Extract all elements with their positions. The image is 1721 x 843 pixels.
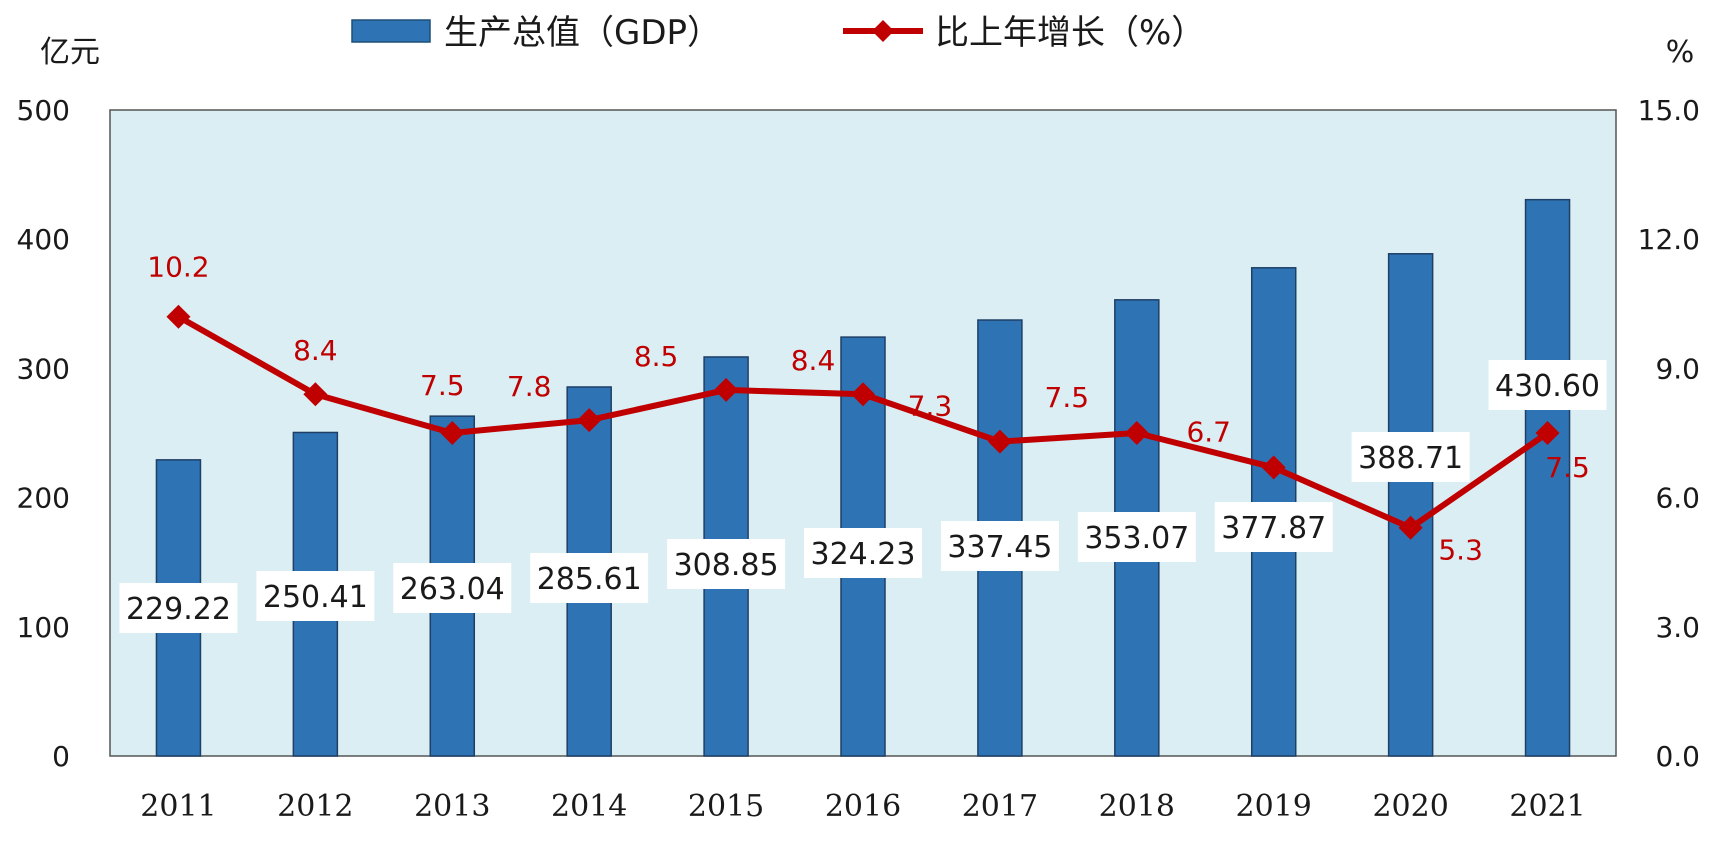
right-tick-label: 6.0 xyxy=(1655,482,1700,515)
gdp-label-box xyxy=(804,528,922,578)
growth-marker xyxy=(1398,515,1423,540)
gdp-value-label: 324.23 xyxy=(811,537,916,572)
growth-marker xyxy=(714,377,739,402)
right-tick-label: 3.0 xyxy=(1655,611,1700,644)
left-axis-ticks: 0 100 200 300 400 500 xyxy=(17,94,70,773)
growth-value-label: 7.8 xyxy=(507,370,552,403)
category-label: 2015 xyxy=(688,789,764,824)
category-label: 2019 xyxy=(1236,789,1312,824)
gdp-value-label: 388.71 xyxy=(1358,441,1463,476)
gdp-value-label: 229.22 xyxy=(126,592,231,627)
growth-value-label: 7.5 xyxy=(1545,451,1590,484)
legend-bar-swatch xyxy=(351,19,431,43)
gdp-label-box xyxy=(530,553,649,603)
left-tick-label: 500 xyxy=(17,94,70,127)
gdp-bar xyxy=(1387,253,1434,757)
growth-line-series xyxy=(166,304,1560,540)
right-axis-unit: % xyxy=(1666,35,1695,70)
gdp-label-box xyxy=(119,583,238,633)
category-label: 2020 xyxy=(1372,789,1448,824)
left-axis-unit: 亿元 xyxy=(40,35,100,70)
gdp-value-label: 377.87 xyxy=(1221,511,1326,546)
growth-marker xyxy=(1124,421,1149,445)
right-tick-label: 0.0 xyxy=(1655,740,1700,773)
category-label: 2013 xyxy=(414,789,490,824)
category-label: 2016 xyxy=(825,789,901,824)
left-tick-label: 0 xyxy=(52,740,70,773)
growth-value-label: 7.5 xyxy=(420,369,465,402)
gdp-label-box xyxy=(667,539,786,589)
gdp-value-label: 250.41 xyxy=(263,580,368,615)
category-label: 2021 xyxy=(1509,789,1585,824)
left-tick-label: 300 xyxy=(17,352,70,385)
growth-value-label: 5.3 xyxy=(1438,534,1483,567)
legend: 生产总值（GDP） 比上年增长（%） xyxy=(351,13,1205,53)
gdp-value-labels: 229.22 250.41 263.04 285.61 308.85 324.23 337.… xyxy=(119,360,1607,633)
gdp-value-label: 263.04 xyxy=(400,572,505,607)
growth-marker xyxy=(303,382,328,407)
gdp-label-box xyxy=(1488,360,1607,410)
category-labels: 2011 2012 2013 2014 2015 2016 2017 2018 2019 2020… xyxy=(140,789,1585,824)
category-label: 2011 xyxy=(140,789,216,824)
growth-value-label: 7.5 xyxy=(1045,381,1090,414)
right-tick-label: 15.0 xyxy=(1638,94,1700,127)
gdp-value-label: 337.45 xyxy=(947,530,1052,565)
gdp-label-box xyxy=(940,521,1059,571)
legend-line-label: 比上年增长（%） xyxy=(935,13,1205,53)
gdp-label-box xyxy=(1351,432,1470,482)
growth-marker xyxy=(851,382,875,407)
growth-value-labels: 10.2 8.4 7.5 7.8 8.5 8.4 7.3 7.5 6.7 5.3 7.5 xyxy=(147,251,1590,567)
left-tick-label: 400 xyxy=(17,223,70,256)
growth-marker xyxy=(440,421,465,445)
growth-value-label: 8.5 xyxy=(634,340,679,373)
growth-value-label: 10.2 xyxy=(147,251,209,284)
growth-marker xyxy=(577,408,602,433)
growth-marker xyxy=(987,429,1012,454)
gdp-value-label: 285.61 xyxy=(537,562,642,597)
growth-value-label: 7.3 xyxy=(908,390,953,423)
gdp-label-box xyxy=(1077,512,1196,562)
growth-marker xyxy=(166,304,191,329)
right-tick-label: 12.0 xyxy=(1638,223,1700,256)
left-tick-label: 100 xyxy=(17,611,70,644)
right-axis-ticks: 0.0 3.0 6.0 9.0 12.0 15.0 xyxy=(1638,94,1700,773)
growth-value-label: 6.7 xyxy=(1186,415,1231,448)
gdp-value-label: 430.60 xyxy=(1495,369,1600,404)
growth-marker xyxy=(1261,455,1286,480)
gdp-label-box xyxy=(256,571,375,621)
category-label: 2018 xyxy=(1099,789,1175,824)
category-label: 2014 xyxy=(551,789,627,824)
growth-value-label: 8.4 xyxy=(791,344,836,377)
gdp-bar xyxy=(1524,198,1571,757)
gdp-value-label: 308.85 xyxy=(674,548,779,583)
category-label: 2017 xyxy=(962,789,1038,824)
growth-marker xyxy=(1535,421,1560,445)
legend-diamond-marker xyxy=(872,20,894,42)
gdp-label-box xyxy=(393,563,512,613)
growth-value-label: 8.4 xyxy=(293,334,338,367)
legend-bar-label: 生产总值（GDP） xyxy=(444,13,721,53)
category-label: 2012 xyxy=(277,789,353,824)
gdp-value-label: 353.07 xyxy=(1084,521,1189,556)
right-tick-label: 9.0 xyxy=(1655,352,1700,385)
left-tick-label: 200 xyxy=(17,482,70,515)
gdp-label-box xyxy=(1214,502,1333,552)
